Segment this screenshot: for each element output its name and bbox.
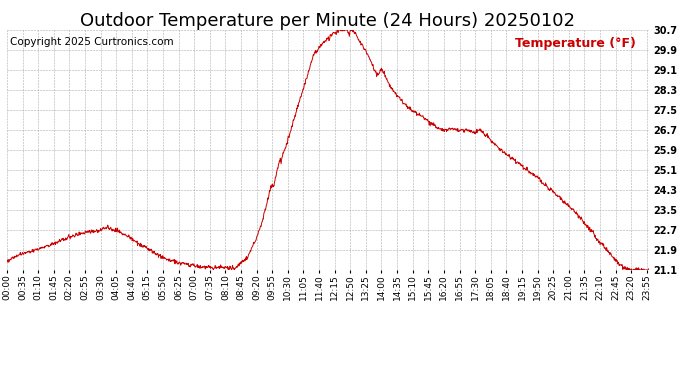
Text: Temperature (°F): Temperature (°F) [515,37,635,50]
Text: Copyright 2025 Curtronics.com: Copyright 2025 Curtronics.com [10,37,174,47]
Title: Outdoor Temperature per Minute (24 Hours) 20250102: Outdoor Temperature per Minute (24 Hours… [80,12,575,30]
